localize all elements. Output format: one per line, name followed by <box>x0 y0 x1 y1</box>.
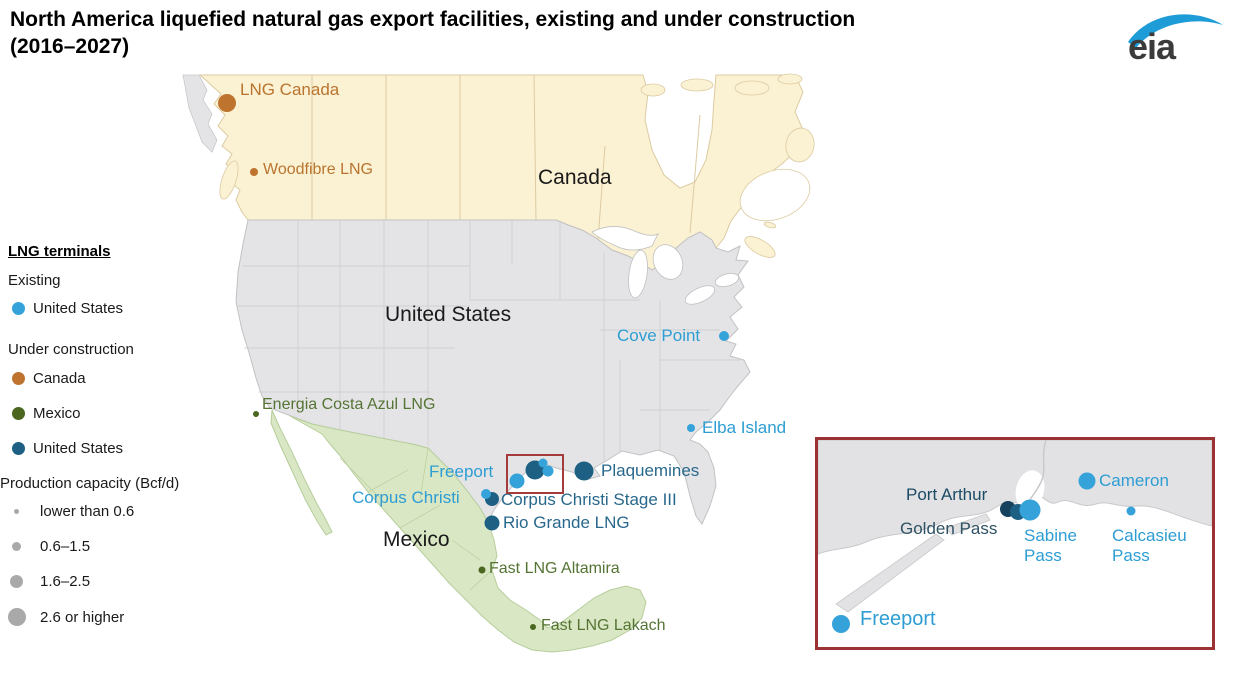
mexico-state-borders <box>339 447 493 591</box>
label-freeport: Freeport <box>429 462 494 481</box>
legend-capacity-m-label: 1.6–2.5 <box>40 573 91 590</box>
label-canada: Canada <box>538 166 612 189</box>
marker-corpus-christi <box>481 489 491 499</box>
label-corpus-christi-stage-iii: Corpus Christi Stage III <box>501 490 677 509</box>
marker-cove-point <box>719 331 729 341</box>
legend-capacity-s-dot <box>12 542 21 551</box>
inset-zoom-area-rectangle <box>506 454 564 494</box>
marker-gulf-cluster-existing-b <box>542 465 554 477</box>
eia-logo: eia <box>1124 8 1224 68</box>
legend-capacity-l-dot <box>8 608 26 626</box>
legend-capacity-xs-dot <box>14 509 19 514</box>
alaska-panhandle-region <box>182 74 218 153</box>
legend-title: LNG terminals <box>8 243 111 260</box>
inset-canvas <box>818 440 1212 613</box>
inset-sabine-lake <box>1015 470 1045 510</box>
legend-uc-us-label: United States <box>33 440 124 457</box>
marker-fast-lng-altamira <box>478 566 486 574</box>
label-plaquemines: Plaquemines <box>601 461 700 480</box>
inset-bolivar-peninsula <box>945 513 991 536</box>
legend-uc-heading: Under construction <box>8 341 134 358</box>
baja-california <box>270 409 333 536</box>
marker-freeport-inset <box>832 615 850 633</box>
label-corpus-christi: Corpus Christi <box>352 488 460 507</box>
label-port-arthur: Port Arthur <box>906 485 988 504</box>
canada-province-borders <box>311 74 701 241</box>
us-state-borders <box>238 220 740 462</box>
label-freeport-inset: Freeport <box>860 608 936 630</box>
gulf-coast-inset-map: Cameron Port Arthur Golden Pass Sabine P… <box>815 437 1215 650</box>
eia-logo-text: eia <box>1128 26 1176 67</box>
marker-elba-island <box>687 424 695 432</box>
page-title: North America liquefied natural gas expo… <box>10 6 855 61</box>
marker-plaquemines <box>574 461 594 481</box>
label-lng-canada: LNG Canada <box>240 80 340 99</box>
marker-freeport <box>509 473 525 489</box>
legend-capacity-l-label: 2.6 or higher <box>40 608 125 626</box>
legend-existing-heading: Existing <box>8 272 61 289</box>
legend-uc-mexico-dot <box>12 407 25 420</box>
legend-capacity-m-dot <box>10 575 23 588</box>
legend-capacity-heading: Production capacity (Bcf/d) <box>0 475 180 492</box>
label-fast-lng-lakach: Fast LNG Lakach <box>541 617 666 634</box>
inset-barrier-island <box>835 533 945 613</box>
legend-capacity-s-label: 0.6–1.5 <box>40 538 91 555</box>
label-sabine-pass: Sabine Pass <box>1024 526 1077 566</box>
legend-uc-mexico-label: Mexico <box>33 405 81 422</box>
marker-cameron <box>1078 472 1096 490</box>
legend-uc-us-dot <box>12 442 25 455</box>
label-golden-pass: Golden Pass <box>900 519 998 538</box>
label-mexico: Mexico <box>383 528 450 551</box>
label-woodfibre-lng: Woodfibre LNG <box>263 161 373 178</box>
marker-gulf-cluster-existing-a <box>538 458 548 468</box>
legend-capacity-xs-label: lower than 0.6 <box>40 503 135 520</box>
marker-rio-grande-lng <box>484 515 500 531</box>
marker-sabine-pass <box>1019 499 1041 521</box>
legend-existing-us-dot <box>12 302 25 315</box>
legend-existing-us-label: United States <box>33 300 124 317</box>
label-fast-lng-altamira: Fast LNG Altamira <box>489 560 620 577</box>
marker-calcasieu-pass <box>1126 506 1136 516</box>
eia-swoosh-icon <box>1128 14 1223 48</box>
great-lakes <box>591 226 740 305</box>
label-cameron: Cameron <box>1099 471 1169 490</box>
marker-energia-costa-azul <box>253 411 259 417</box>
canada-islands <box>219 73 815 258</box>
label-rio-grande-lng: Rio Grande LNG <box>503 513 630 532</box>
label-energia-costa-azul: Energia Costa Azul LNG <box>262 396 436 413</box>
marker-fast-lng-lakach <box>530 624 536 630</box>
label-calcasieu-pass: Calcasieu Pass <box>1112 526 1187 566</box>
label-elba-island: Elba Island <box>702 418 787 437</box>
legend-uc-canada-dot <box>12 372 25 385</box>
page-title-line2: (2016–2027) <box>10 35 130 59</box>
gulf-of-st-lawrence <box>739 168 811 222</box>
mexico-region <box>289 415 647 653</box>
label-united-states: United States <box>385 303 512 326</box>
inset-river <box>1029 440 1047 501</box>
marker-lng-canada <box>218 94 236 112</box>
marker-woodfibre-lng <box>250 168 258 176</box>
label-cove-point: Cove Point <box>617 326 701 345</box>
legend-uc-canada-label: Canada <box>33 370 86 387</box>
page-title-line1: North America liquefied natural gas expo… <box>10 8 856 31</box>
